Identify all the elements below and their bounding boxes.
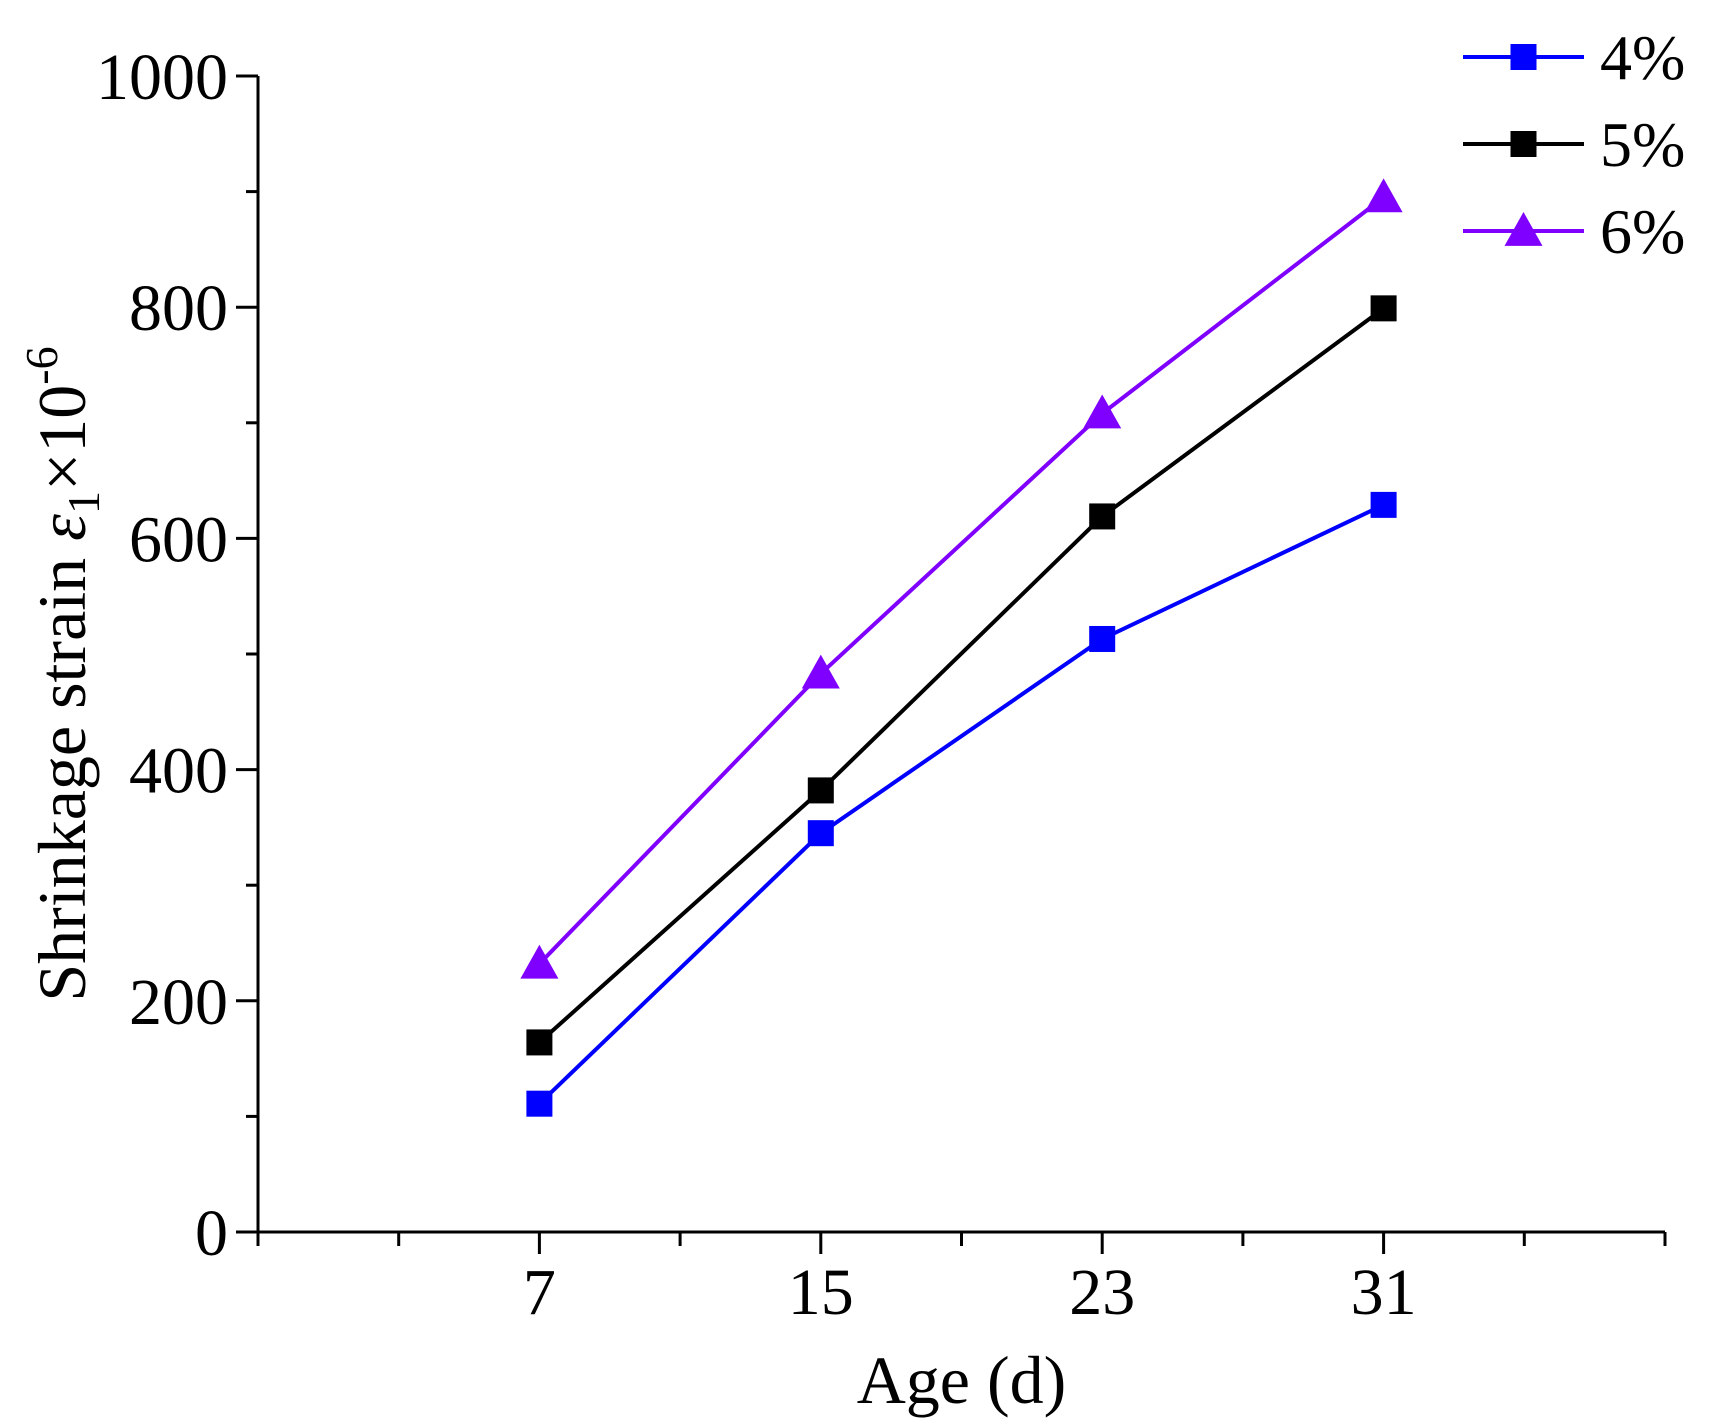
series-line (538, 503, 1385, 1106)
data-point (801, 654, 840, 689)
data-point (1089, 625, 1116, 652)
y-tick-label: 200 (129, 966, 228, 1039)
data-point (807, 820, 834, 847)
data-point (1089, 503, 1116, 530)
legend-item: 4% (1463, 22, 1685, 93)
series-layer (520, 178, 1403, 1117)
legend-label: 6% (1600, 196, 1685, 267)
y-tick-label: 400 (129, 735, 228, 808)
series-2 (526, 295, 1397, 1056)
axes: 0 200 400 600 800 1000 7 15 23 31 (96, 41, 1667, 1329)
series-1 (526, 491, 1397, 1117)
data-point (807, 777, 834, 804)
y-tick-label: 0 (195, 1197, 228, 1270)
x-tick-label: 7 (523, 1256, 556, 1329)
x-tick-label: 23 (1069, 1256, 1135, 1329)
legend: 4% 5% 6% (1463, 22, 1685, 267)
legend-label: 5% (1600, 109, 1685, 180)
y-axis-title-subscript: 1 (58, 491, 109, 514)
y-axis-title: Shrinkage strain ε1×10-6 (16, 346, 109, 1001)
data-point (1370, 491, 1397, 518)
series-3 (520, 178, 1403, 979)
legend-item: 5% (1463, 109, 1685, 180)
legend-marker (1504, 212, 1543, 246)
data-point (1083, 394, 1122, 429)
data-point (526, 1029, 553, 1056)
legend-item: 6% (1463, 196, 1685, 267)
y-axis-title-exponent: -6 (16, 346, 67, 384)
y-axis-title-times: ×10 (24, 385, 100, 491)
y-axis-title-symbol: ε (24, 514, 100, 541)
series-line (538, 306, 1385, 1044)
y-tick-label: 800 (129, 272, 228, 345)
data-point (520, 944, 559, 979)
x-tick-label: 31 (1351, 1256, 1417, 1329)
y-tick-label: 1000 (96, 41, 228, 114)
y-tick-label: 600 (129, 503, 228, 576)
x-tick-label: 15 (788, 1256, 854, 1329)
legend-marker (1510, 131, 1537, 157)
data-point (526, 1090, 553, 1117)
legend-marker (1510, 44, 1537, 70)
x-axis-title: Age (d) (857, 1342, 1067, 1418)
series-line (537, 195, 1385, 966)
data-point (1364, 178, 1403, 213)
legend-label: 4% (1600, 22, 1685, 93)
data-point (1370, 295, 1397, 322)
y-axis-title-main: Shrinkage strain (24, 541, 100, 1002)
